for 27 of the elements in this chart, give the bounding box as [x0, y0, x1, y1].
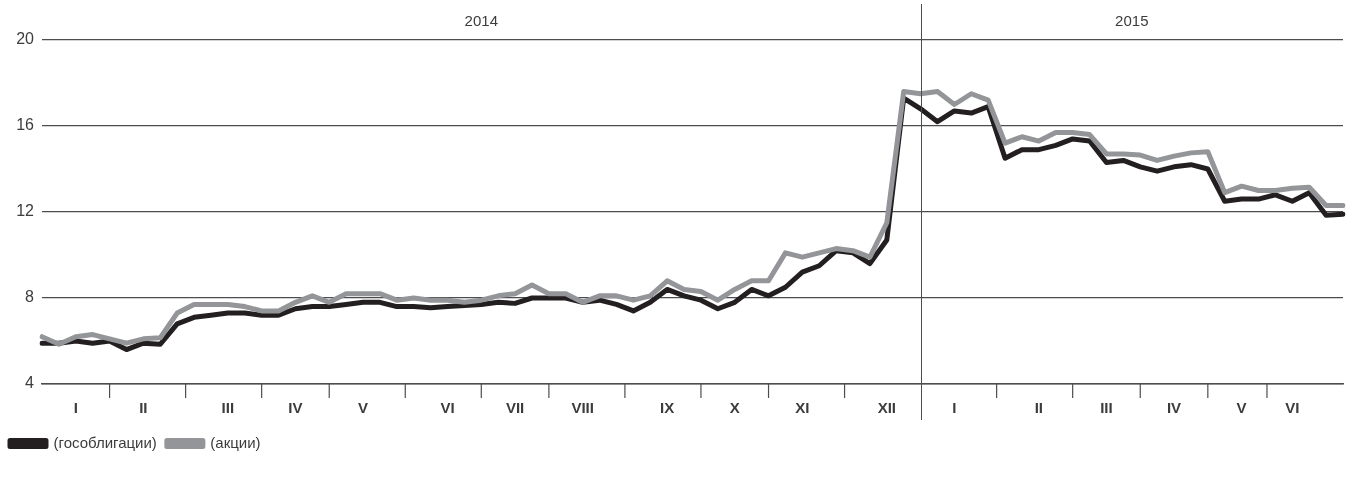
x-tick-label: V [358, 399, 369, 417]
x-tick-label: I [73, 399, 78, 417]
x-tick-label: V [1236, 399, 1247, 417]
text: 2014 [464, 12, 498, 29]
x-tick-label: XI [795, 399, 810, 417]
x-tick-label: VI [1285, 399, 1300, 417]
x-tick-label: IX [660, 399, 675, 417]
y-tick-label: 16 [16, 116, 35, 134]
x-tick-label: III [1100, 399, 1113, 417]
x-tick-label: IV [1166, 399, 1182, 417]
y-tick-label: 20 [16, 30, 35, 48]
legend-label: (гособлигации) [53, 433, 157, 451]
x-tick-label: IV [288, 399, 303, 417]
x-tick-label: VIII [571, 399, 594, 417]
x-tick-label: VI [440, 399, 455, 417]
y-tick-label: 12 [16, 202, 35, 220]
legend-label: (акции) [210, 433, 261, 451]
x-tick-label: II [139, 399, 148, 417]
x-tick-label: VII [505, 399, 525, 417]
y-tick-label: 8 [25, 288, 35, 306]
x-tick-label: I [952, 399, 957, 417]
x-tick-label: XII [877, 399, 896, 417]
text: 2015 [1115, 12, 1149, 29]
x-tick-label: X [729, 399, 740, 417]
x-tick-label: II [1034, 399, 1044, 417]
y-tick-label: 4 [25, 374, 35, 392]
x-tick-label: III [221, 399, 235, 417]
